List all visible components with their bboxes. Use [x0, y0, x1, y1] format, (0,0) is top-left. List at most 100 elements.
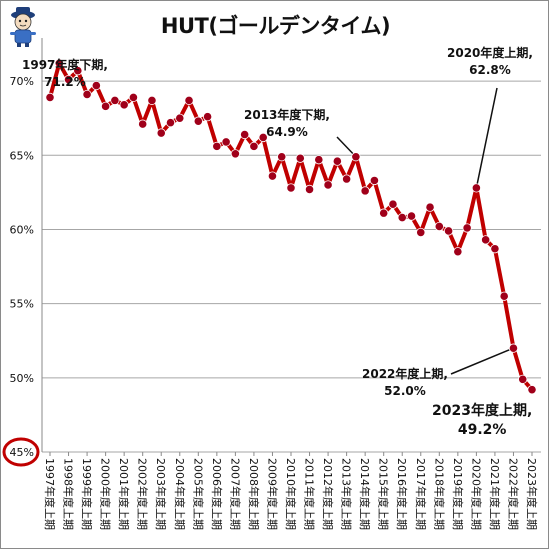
data-point: [471, 183, 481, 193]
y-tick-label: 50%: [10, 372, 34, 385]
data-point: [379, 208, 389, 218]
x-tick-label: 2004年度上期: [173, 458, 187, 530]
data-point: [434, 221, 444, 232]
data-point: [45, 92, 55, 103]
data-point: [73, 66, 83, 76]
annotation-value: 64.9%: [266, 125, 308, 139]
data-point: [249, 141, 259, 151]
x-tick-label: 2007年度上期: [228, 458, 242, 530]
annotation-value: 62.8%: [469, 63, 511, 77]
data-point: [193, 116, 203, 126]
x-tick-label: 2014年度上期: [358, 458, 372, 530]
data-point: [453, 247, 463, 257]
data-point: [499, 291, 509, 301]
x-tick-label: 2011年度上期: [303, 458, 317, 530]
data-point: [128, 92, 139, 103]
data-point: [425, 202, 435, 212]
data-point: [416, 227, 426, 238]
data-point: [342, 174, 352, 184]
x-tick-label: 2010年度上期: [284, 458, 298, 530]
highlight-circle: [2, 437, 40, 467]
x-tick-label: 2018年度上期: [432, 458, 446, 530]
x-tick-label: 2002年度上期: [136, 458, 150, 530]
data-point: [267, 171, 278, 181]
data-point: [54, 58, 64, 68]
data-point: [91, 80, 101, 91]
data-point: [119, 100, 129, 110]
data-point: [286, 183, 296, 193]
y-tick-label: 45%: [10, 446, 34, 459]
data-point: [323, 180, 333, 190]
x-tick-label: 2022年度上期: [506, 458, 520, 530]
data-point: [518, 374, 528, 384]
annotation-period: 2022年度上期,: [362, 367, 448, 381]
data-point: [63, 75, 74, 85]
annotation-2013-second-half: 2013年度下期, 64.9%: [244, 107, 330, 141]
data-point: [443, 226, 454, 236]
data-point: [184, 95, 194, 105]
x-tick-label: 2013年度上期: [340, 458, 354, 530]
x-tick-label: 2003年度上期: [154, 458, 168, 530]
data-point: [332, 156, 342, 166]
y-tick-label: 55%: [10, 298, 34, 311]
data-point: [202, 112, 213, 122]
data-point: [406, 211, 417, 221]
data-point: [527, 385, 537, 395]
data-point: [165, 118, 176, 128]
x-tick-label: 2006年度上期: [210, 458, 224, 530]
data-point: [481, 235, 491, 245]
x-tick-label: 1997年度上期: [43, 458, 57, 530]
data-point: [230, 149, 240, 159]
data-point: [101, 101, 111, 111]
data-point: [110, 95, 120, 105]
data-point: [462, 223, 472, 233]
annotation-2023-first-half: 2023年度上期, 49.2%: [432, 402, 532, 440]
x-tick-label: 2021年度上期: [488, 458, 502, 530]
x-tick-label: 2001年度上期: [117, 458, 131, 530]
annotation-2020-first-half: 2020年度上期, 62.8%: [447, 45, 533, 79]
x-tick-label: 2017年度上期: [414, 458, 428, 530]
callout-line: [475, 87, 498, 189]
x-tick-label: 2012年度上期: [321, 458, 335, 530]
annotation-value: 71.2%: [44, 75, 86, 89]
x-tick-label: 2005年度上期: [191, 458, 205, 530]
annotation-period: 2020年度上期,: [447, 46, 533, 60]
annotation-period: 2023年度上期,: [432, 403, 533, 419]
x-tick-label: 1999年度上期: [80, 458, 94, 530]
x-tick-label: 2008年度上期: [247, 458, 261, 530]
data-point: [212, 141, 222, 151]
y-tick-label: 65%: [10, 149, 34, 162]
data-point: [397, 212, 407, 223]
x-tick-label: 2023年度上期: [525, 458, 539, 530]
x-tick-label: 1998年度上期: [62, 458, 76, 530]
data-point: [295, 153, 305, 163]
annotation-value: 52.0%: [384, 384, 426, 398]
data-point: [258, 132, 268, 143]
data-point: [156, 128, 166, 138]
data-point: [360, 186, 370, 196]
data-point: [388, 199, 398, 209]
x-tick-label: 2016年度上期: [395, 458, 409, 530]
data-point: [508, 343, 519, 353]
data-point: [277, 152, 287, 162]
data-point: [138, 119, 148, 129]
data-point: [314, 155, 324, 165]
callout-line: [450, 347, 514, 375]
annotation-2022-first-half: 2022年度上期, 52.0%: [362, 366, 448, 400]
data-point: [147, 95, 157, 105]
x-tick-label: 2019年度上期: [451, 458, 465, 530]
annotation-period: 2013年度下期,: [244, 108, 330, 122]
annotation-period: 1997年度下期,: [22, 58, 108, 72]
x-tick-label: 2020年度上期: [469, 458, 483, 530]
x-tick-label: 2015年度上期: [377, 458, 391, 530]
data-point: [82, 89, 92, 100]
annotation-1997-second-half: 1997年度下期, 71.2%: [22, 57, 108, 91]
x-tick-label: 2000年度上期: [99, 458, 113, 530]
data-point: [490, 244, 500, 254]
data-point: [304, 184, 315, 194]
data-point: [351, 152, 361, 162]
y-tick-label: 70%: [10, 75, 34, 88]
x-tick-label: 2009年度上期: [265, 458, 279, 530]
y-tick-label: 60%: [10, 223, 34, 236]
